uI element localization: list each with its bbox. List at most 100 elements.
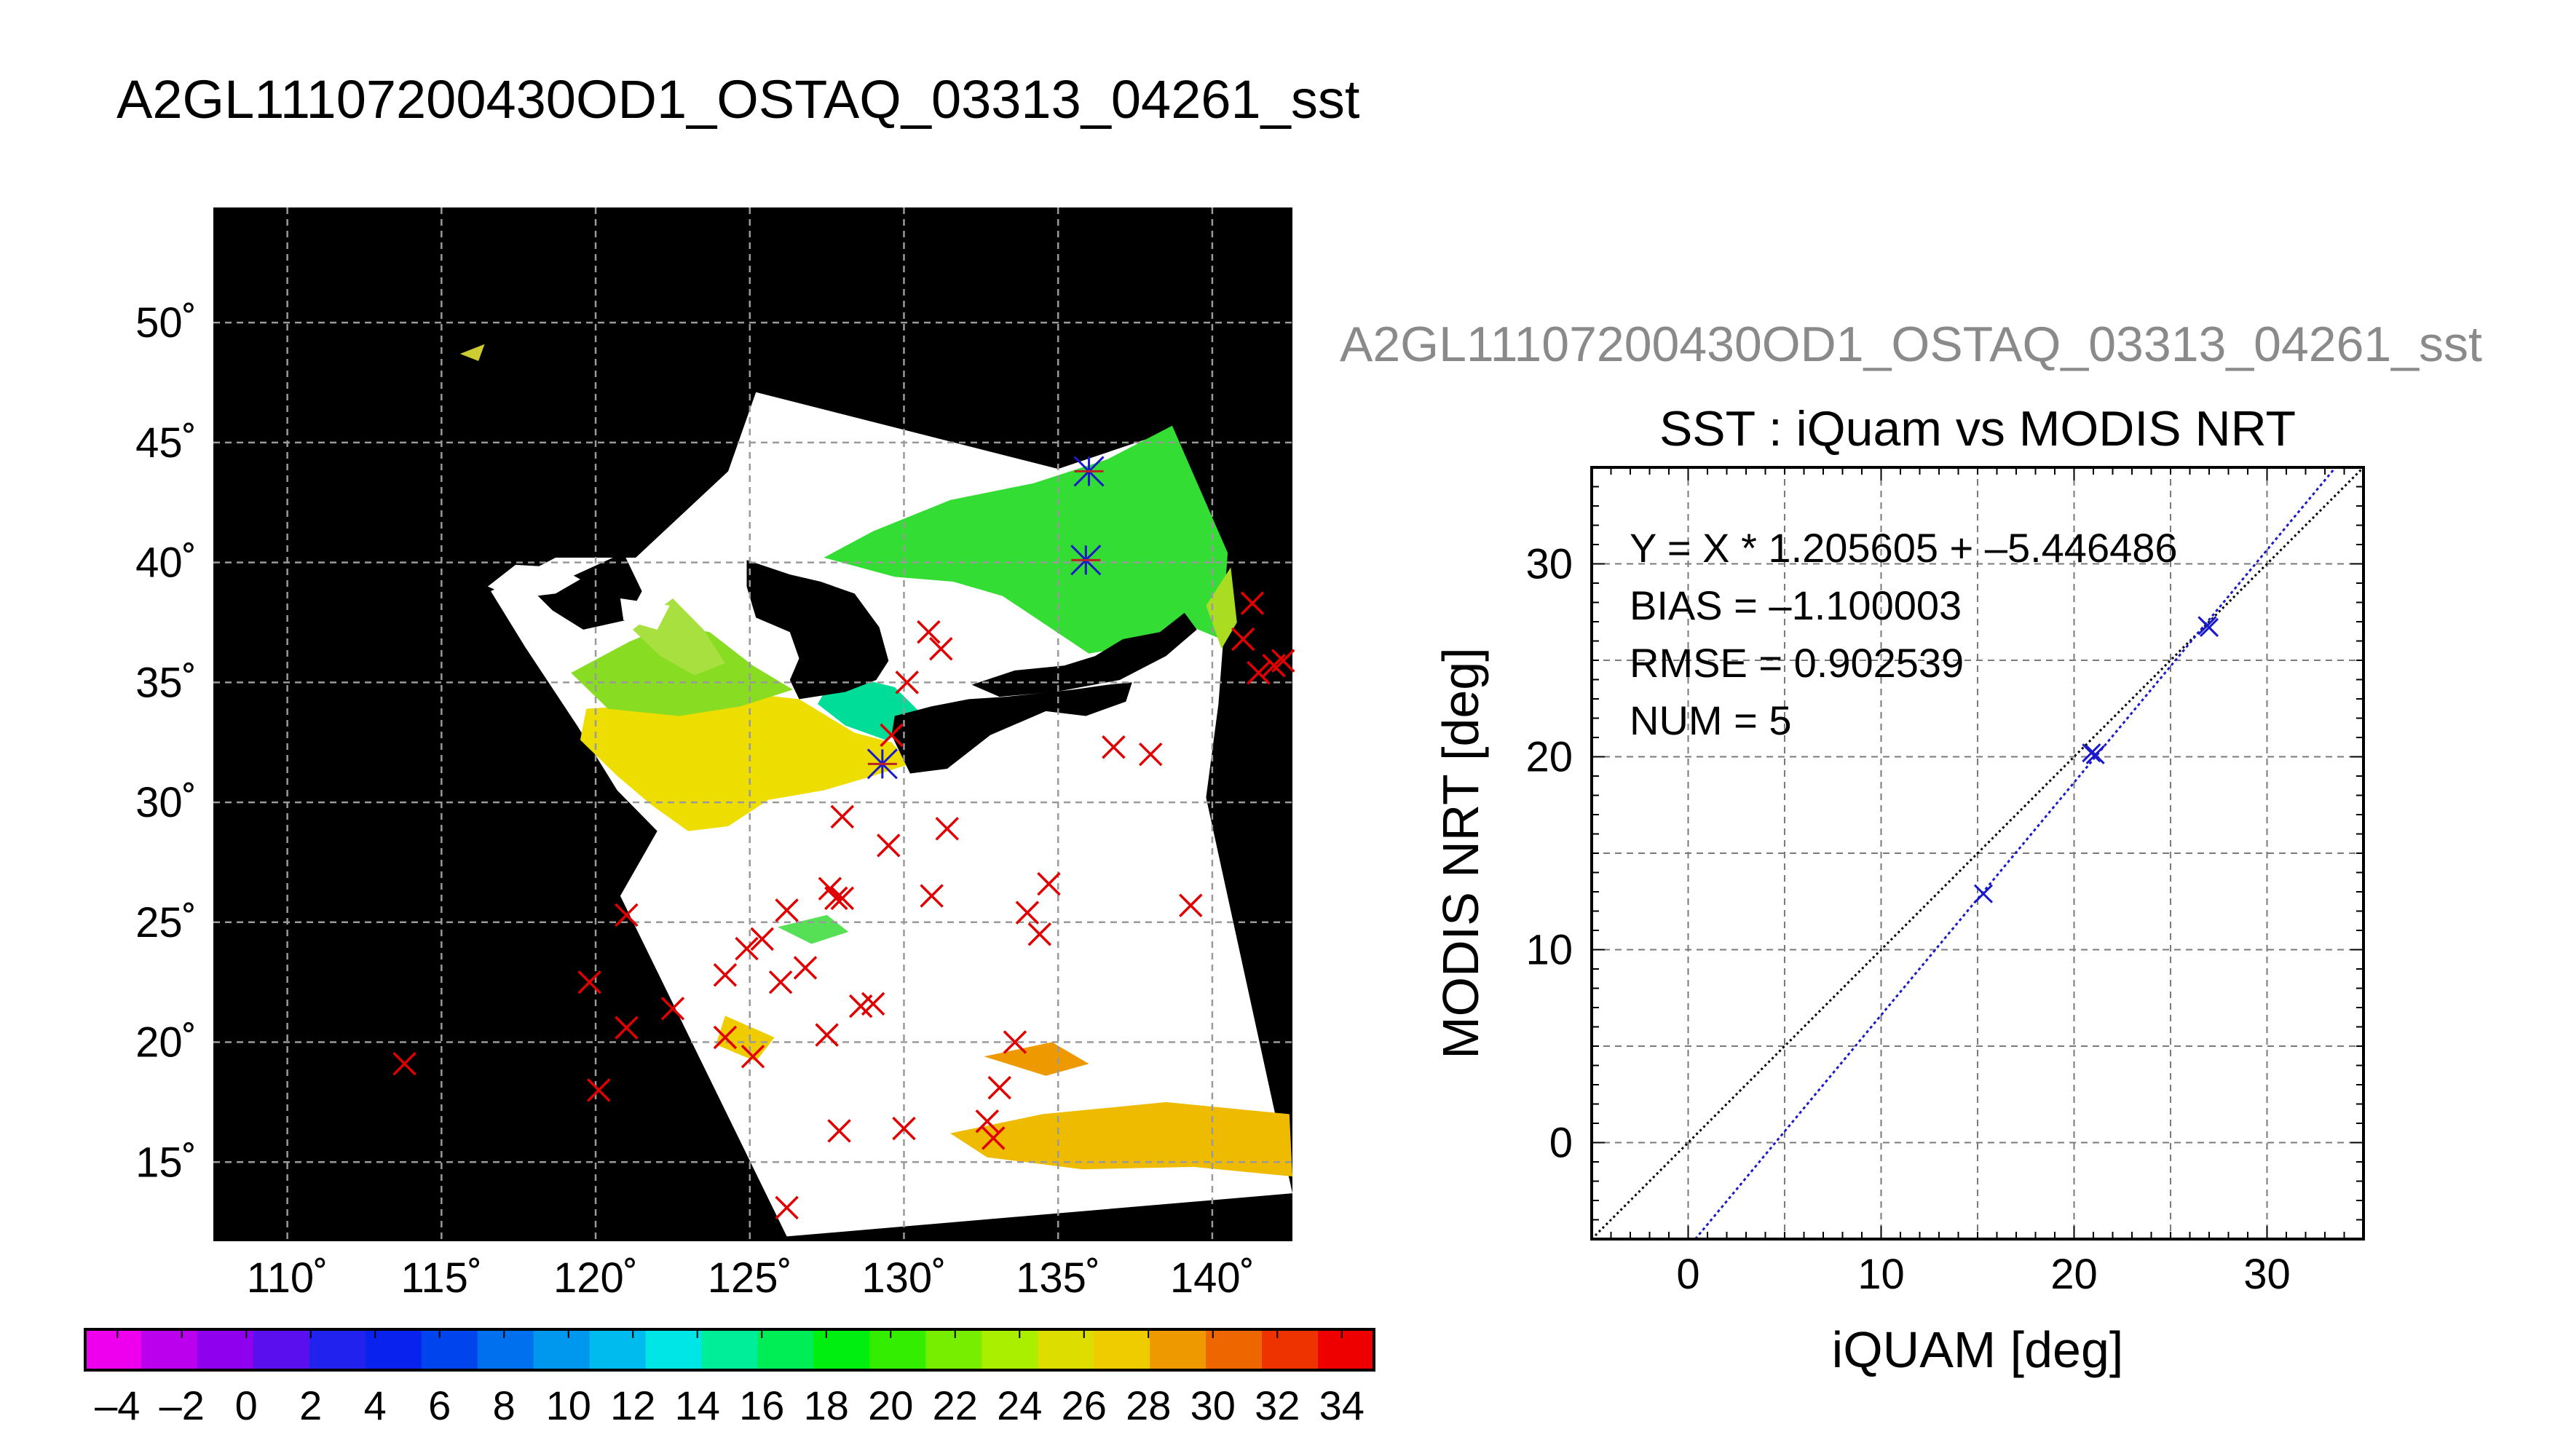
colorbar-tick-label: 6 (428, 1382, 451, 1428)
matchup-marker-stroke-b (1138, 742, 1163, 767)
matchup-marker-stroke-b (587, 1078, 611, 1102)
matchup-marker-stroke-b (615, 903, 639, 927)
colorbar-cell (757, 1329, 814, 1370)
land-japan-honshu (971, 612, 1197, 697)
colorbar-cell (645, 1329, 703, 1370)
colorbar-cell (1262, 1329, 1319, 1370)
matchup-marker (713, 1025, 738, 1050)
matchup-marker-stroke-b (917, 620, 941, 644)
num-stat: NUM = 5 (1630, 697, 1792, 743)
colorbar-cell (1206, 1329, 1263, 1370)
matchup-marker-stroke-b (815, 1023, 839, 1047)
matchup-marker (615, 903, 639, 927)
colorbar-cell (533, 1329, 591, 1370)
colorbar-tick-label: 16 (739, 1382, 784, 1428)
map-land-masses (459, 344, 1197, 774)
swath-yellow-east-china-sea (580, 692, 910, 831)
matchup-marker (1102, 735, 1126, 759)
matchup-marker-stroke-b (830, 804, 855, 829)
matchup-marker-stroke-b (920, 884, 944, 908)
map-latitude-ticks: 50˚ 45˚ 40˚ 35˚ 30˚ 25˚ 20˚ 15˚ (135, 299, 197, 1186)
scatter-x-tick-label: 10 (1857, 1251, 1905, 1298)
matchup-marker (1240, 591, 1265, 615)
scatter-point-stroke-b (2082, 743, 2101, 763)
matchup-marker-stroke-b (1003, 1030, 1027, 1054)
matchup-marker (920, 884, 944, 908)
matchup-marker-stroke-b (987, 1075, 1011, 1100)
scatter-gridlines (1592, 467, 2364, 1239)
matchup-marker (982, 1126, 1006, 1150)
matchup-marker-stroke-b (880, 723, 904, 748)
matchup-marker (1003, 1030, 1027, 1054)
matchup-marker-stroke-b (793, 956, 818, 980)
map-lon-tick-label: 135˚ (1016, 1254, 1100, 1302)
page-title: A2GL11107200430OD1_OSTAQ_03313_04261_sst (117, 69, 1360, 130)
colorbar-cell (141, 1329, 198, 1370)
scatter-x-ticks: 0 10 20 30 (1676, 1251, 2290, 1298)
swath-green-yellow-sea (571, 625, 793, 716)
colorbar-tick-label: 14 (675, 1382, 720, 1428)
scatter-x-axis-label: iQUAM [deg] (1832, 1321, 2124, 1378)
colorbar-tick-label: 28 (1126, 1382, 1171, 1428)
matchup-marker-stroke-b (1271, 649, 1295, 673)
matchup-marker (768, 970, 793, 994)
matchup-marker-stroke-b (1179, 893, 1203, 917)
colorbar-tick-label: 34 (1319, 1382, 1365, 1428)
colorbar-cell (309, 1329, 366, 1370)
scatter-minor-ticks (1592, 467, 2364, 1239)
matchup-marker-stroke-b (660, 997, 685, 1021)
colorbar-tick-label: 32 (1255, 1382, 1300, 1428)
fit-equation: Y = X * 1.205605 + –5.446486 (1630, 525, 2178, 571)
colorbar-tick-label: 18 (804, 1382, 849, 1428)
matchup-marker (892, 1116, 916, 1141)
matchup-marker (1138, 742, 1163, 767)
colorbar-frame (84, 1328, 1375, 1372)
matchup-marker-stroke-b (824, 886, 848, 911)
matchup-marker (987, 1075, 1011, 1100)
colorbar-cell (589, 1329, 647, 1370)
map-lat-tick-label: 35˚ (135, 659, 197, 706)
map-lat-tick-label: 20˚ (135, 1019, 197, 1067)
matchup-marker-stroke-b (741, 1045, 765, 1069)
matchup-marker-stroke-b (1015, 901, 1040, 925)
colorbar-cell (1318, 1329, 1375, 1370)
map-lon-tick-label: 140˚ (1170, 1254, 1255, 1302)
colorbar-cell (1094, 1329, 1150, 1370)
matchup-marker (1027, 922, 1052, 946)
map-lon-tick-label: 110˚ (247, 1254, 328, 1302)
matchup-marker (615, 1016, 639, 1040)
scatter-point (2199, 617, 2219, 638)
matchup-marker (1271, 649, 1295, 673)
matchup-marker (392, 1051, 416, 1076)
matchup-marker (830, 886, 855, 911)
scatter-points (1973, 616, 2219, 903)
matchup-marker (793, 956, 818, 980)
matchup-marker-stroke-b (818, 877, 842, 901)
colorbar-tick-label: 22 (933, 1382, 978, 1428)
matchup-marker-stroke-b (775, 1195, 799, 1220)
colorbar-tick-label: 20 (868, 1382, 913, 1428)
scatter-point-stroke-b (2199, 617, 2219, 638)
matchup-marker (827, 1119, 851, 1143)
colorbar-cell (421, 1329, 478, 1370)
matchup-marker-stroke-b (577, 970, 601, 994)
matchup-marker (1015, 901, 1040, 925)
scatter-point-stroke-b (2085, 745, 2105, 764)
reference-line-1to1 (1590, 466, 2365, 1241)
cloud-bohai (487, 564, 580, 598)
land-japan-south (891, 682, 1132, 774)
matchup-used-marker (1070, 545, 1102, 576)
scatter-y-tick-label: 0 (1549, 1120, 1573, 1167)
map-lat-tick-label: 30˚ (135, 779, 197, 826)
scatter-y-axis-label: MODIS NRT [deg] (1432, 647, 1489, 1059)
colorbar-tick-label: 0 (235, 1382, 258, 1428)
colorbar-cell (925, 1329, 982, 1370)
swath-green-patch (777, 914, 849, 944)
scatter-title: SST : iQuam vs MODIS NRT (1659, 401, 2296, 456)
colorbar-tick-label: –2 (159, 1382, 205, 1428)
matchup-marker (660, 997, 685, 1021)
scatter-x-tick-label: 30 (2243, 1251, 2291, 1298)
scatter-y-tick-label: 30 (1525, 541, 1573, 588)
matchup-marker-stroke-b (1027, 922, 1052, 946)
cloud-shandong (620, 598, 670, 630)
